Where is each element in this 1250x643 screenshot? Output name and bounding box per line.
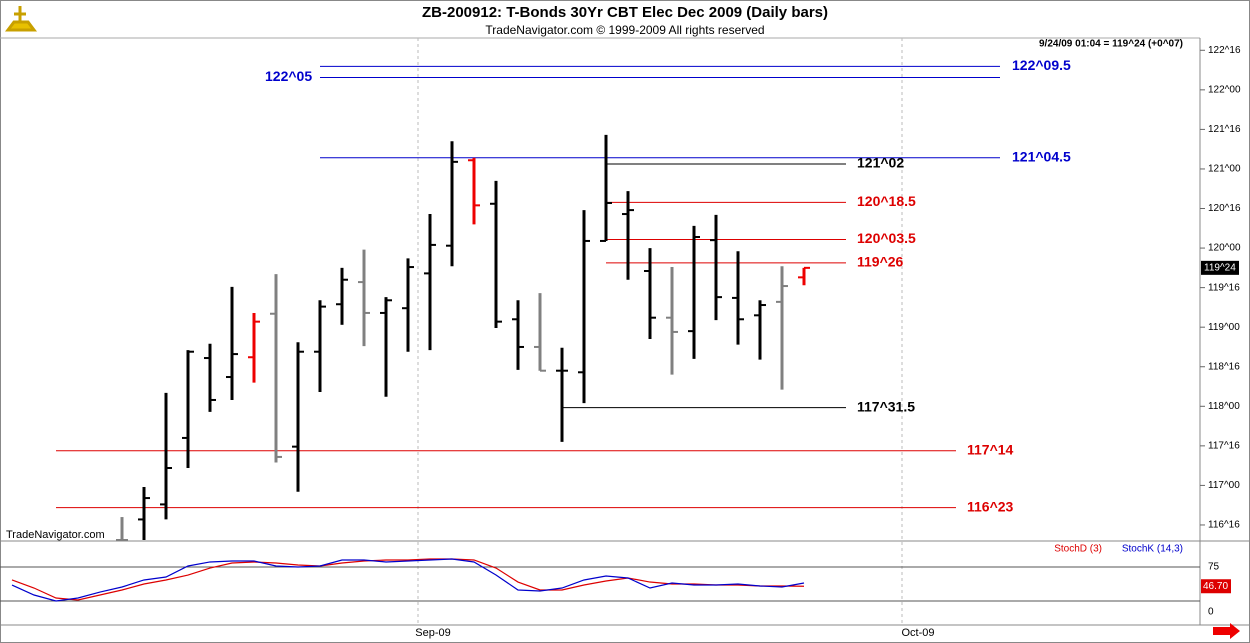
info: 9/24/09 01:04 = 119^24 (+0^07) — [1039, 39, 1183, 50]
y-tick-label: 118^00 — [1208, 401, 1240, 412]
y-tick-label: 119^16 — [1208, 282, 1240, 293]
level-label: 121^02 — [857, 155, 904, 171]
stoch-line — [11, 558, 805, 601]
y-tick-label: 122^00 — [1208, 84, 1241, 95]
level-label: 117^31.5 — [857, 398, 915, 414]
last-value-box — [1201, 579, 1231, 594]
y-tick-label: 121^16 — [1208, 124, 1241, 135]
y-tick-label: 118^16 — [1208, 361, 1240, 372]
last-value-label: 46.70 — [1203, 581, 1228, 592]
y-tick-label: 0 — [1208, 607, 1214, 618]
level-label: 117^14 — [967, 442, 1014, 458]
y-tick-label: 120^16 — [1208, 203, 1241, 214]
price-box-label: 119^24 — [1204, 262, 1236, 273]
level-label: 120^18.5 — [857, 193, 916, 209]
y-tick-label: 121^00 — [1208, 164, 1241, 175]
stoch-line — [11, 558, 805, 602]
legend-entry: StochK (14,3) — [1122, 544, 1183, 555]
level-label: 121^04.5 — [1012, 149, 1071, 165]
y-tick-label: 116^16 — [1208, 520, 1240, 531]
subtitle: TradeNavigator.com © 1999-2009 All right… — [485, 23, 764, 37]
watermark: TradeNavigator.com — [6, 529, 105, 541]
x-tick-label: Oct-09 — [901, 627, 934, 639]
price-box — [1201, 260, 1239, 275]
y-tick-label: 75 — [1208, 562, 1220, 573]
x-tick-label: Sep-09 — [415, 627, 450, 639]
level-label: 120^03.5 — [857, 230, 916, 246]
y-tick-label: 117^00 — [1208, 480, 1240, 491]
logo — [5, 6, 37, 32]
legend-entry: StochD (3) — [1054, 544, 1102, 555]
level-label: 119^26 — [857, 254, 904, 270]
level-label: 116^23 — [967, 498, 1014, 514]
chart-title: ZB-200912: T-Bonds 30Yr CBT Elec Dec 200… — [422, 4, 828, 21]
y-tick-label: 119^00 — [1208, 322, 1240, 333]
level-label: 122^05 — [265, 68, 312, 84]
y-tick-label: 120^00 — [1208, 243, 1241, 254]
level-label: 122^09.5 — [1012, 57, 1071, 73]
y-tick-label: 117^16 — [1208, 440, 1240, 451]
nav-arrow[interactable] — [1213, 623, 1240, 639]
y-tick-label: 122^16 — [1208, 45, 1241, 56]
